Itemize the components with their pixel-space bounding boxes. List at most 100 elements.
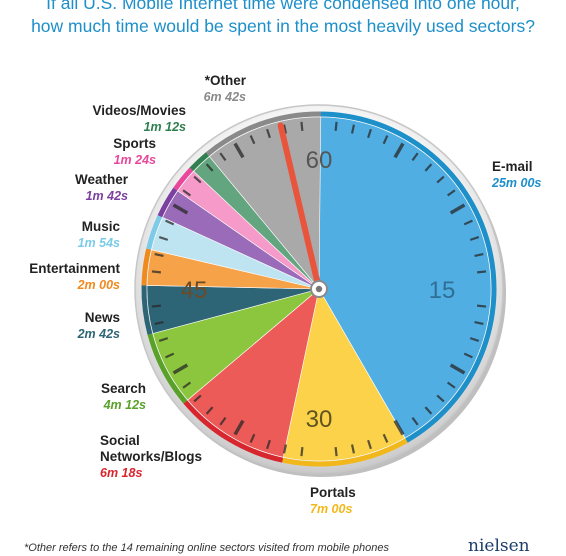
dial-number-15: 15: [429, 277, 456, 304]
label-videos-movies-name: Videos/Movies: [92, 103, 186, 118]
dial-tick: [205, 406, 214, 415]
label-sports-time: 1m 24s: [113, 153, 156, 167]
dial-tick: [219, 416, 227, 426]
dial-tick: [193, 175, 202, 184]
dial-tick: [367, 128, 372, 139]
dial-tick: [205, 163, 214, 172]
dial-tick: [446, 189, 456, 197]
dial-tick: [424, 406, 433, 415]
dial-tick: [282, 124, 288, 134]
dial-tick: [446, 381, 456, 389]
label-email-name: E-mail: [492, 159, 533, 174]
slice-rim-arcs: [141, 111, 497, 467]
clock-hand: [277, 122, 322, 292]
dial-tick: [382, 433, 389, 443]
label-other-time: 6m 42s: [203, 90, 246, 104]
rim-arc-weather: [157, 187, 178, 218]
dial-tick: [474, 252, 484, 258]
label-portals-time: 7m 00s: [310, 502, 353, 516]
label-entertainment-name: Entertainment: [29, 261, 120, 276]
dial-tick: [449, 203, 466, 215]
title-line-2: how much time would be spent in the most…: [31, 16, 535, 36]
dial-tick: [382, 135, 389, 145]
label-news-time: 2m 42s: [77, 327, 120, 341]
dial-tick: [266, 439, 271, 450]
dial-tick: [300, 121, 304, 131]
dial-tick: [424, 163, 433, 172]
footnote: *Other refers to the 14 remaining online…: [24, 542, 390, 554]
dial-tick: [165, 219, 175, 226]
chart-title: If all U.S. Mobile Internet time were co…: [0, 0, 566, 38]
dial-tick: [151, 304, 161, 308]
label-search-name: Search: [100, 381, 146, 396]
slice-portals: [282, 288, 406, 462]
label-sports-name: Sports: [113, 136, 156, 151]
rim-arc-videos-movies: [189, 152, 210, 171]
slice-social-networks-blogs: [187, 288, 320, 458]
dial-tick: [219, 152, 227, 162]
label-news-name: News: [84, 310, 120, 325]
dial-number-45: 45: [181, 277, 208, 304]
dial-tick: [233, 419, 245, 436]
center-pin-inner: [315, 285, 323, 293]
dial-tick: [282, 444, 288, 454]
slice-other: [208, 116, 322, 290]
dial-tick: [300, 447, 304, 457]
dial-tick: [266, 128, 271, 139]
label-other: *Other 6m 42s: [176, 73, 246, 105]
dial-tick: [436, 394, 445, 403]
dial-tick: [165, 352, 175, 359]
clock-hand-needle: [277, 122, 322, 292]
dial-tick: [249, 135, 256, 145]
dial-tick: [393, 142, 405, 159]
label-social-networks-blogs: Social Networks/Blogs 6m 18s: [100, 433, 230, 481]
dial-number-30: 30: [306, 406, 333, 433]
dial-tick: [367, 439, 372, 450]
label-portals-name: Portals: [310, 485, 356, 500]
dial-tick: [334, 447, 338, 457]
label-social-name-line-2: Networks/Blogs: [100, 449, 203, 464]
dial-tick: [182, 381, 192, 389]
dial-tick: [477, 270, 487, 274]
rim-arc-social-networks-blogs: [183, 400, 284, 463]
rim-arc-other: [205, 111, 321, 157]
dial-tick: [411, 152, 419, 162]
dial-tick: [449, 363, 466, 375]
dial-tick: [334, 121, 338, 131]
dial-tick: [172, 363, 189, 375]
label-sports: Sports 1m 24s: [80, 136, 156, 168]
label-videos-movies-time: 1m 12s: [143, 120, 186, 134]
rim-arc-e-mail: [318, 111, 497, 443]
label-weather-time: 1m 42s: [85, 189, 128, 203]
dial-tick: [233, 142, 245, 159]
title-line-1: If all U.S. Mobile Internet time were co…: [46, 0, 520, 13]
label-other-name: *Other: [204, 73, 246, 88]
label-music-time: 1m 54s: [77, 236, 120, 250]
rim-arc-music: [146, 215, 163, 250]
rim-arc-search: [147, 333, 188, 404]
dial-tick: [182, 189, 192, 197]
dial-tick: [463, 219, 473, 226]
label-email-time: 25m 00s: [492, 176, 542, 190]
dial-tick: [477, 304, 487, 308]
dial-tick: [158, 337, 169, 342]
rim-arc-entertainment: [141, 248, 152, 286]
dial-tick: [154, 320, 164, 326]
dial-numbers: 60 15 30 45: [181, 147, 456, 433]
dial-tick: [350, 124, 356, 134]
rim-arc-news: [141, 285, 153, 335]
dial-tick: [249, 433, 256, 443]
label-weather: Weather 1m 42s: [60, 172, 128, 204]
dial-tick: [172, 203, 189, 215]
label-news: News 2m 42s: [60, 310, 120, 342]
dial-tick: [469, 236, 480, 241]
rim-arc-portals: [282, 438, 408, 467]
dial-tick: [350, 444, 356, 454]
label-weather-name: Weather: [74, 172, 128, 187]
dial-tick: [474, 320, 484, 326]
label-music: Music 1m 54s: [60, 219, 120, 251]
label-entertainment-time: 2m 00s: [77, 278, 120, 292]
dial-tick: [151, 270, 161, 274]
label-portals: Portals 7m 00s: [310, 485, 380, 517]
